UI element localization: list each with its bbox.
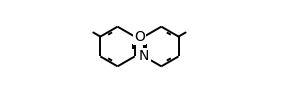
Text: O: O bbox=[134, 30, 145, 44]
Text: N: N bbox=[139, 49, 149, 63]
